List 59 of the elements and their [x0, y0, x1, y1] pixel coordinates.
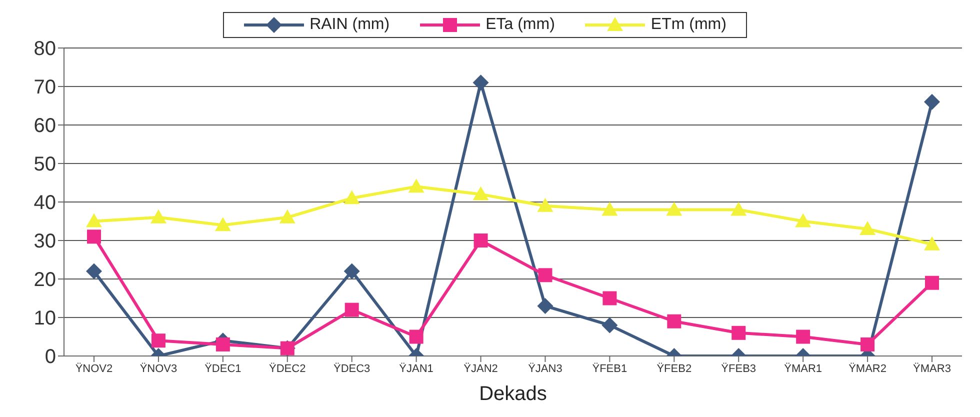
point	[537, 298, 554, 314]
x-tick-label: ŸMAR1	[784, 362, 822, 375]
point	[602, 202, 618, 216]
x-tick-label: ŸFEB3	[721, 362, 756, 375]
point	[925, 276, 939, 290]
point	[344, 263, 360, 280]
point	[860, 337, 875, 352]
point	[730, 202, 747, 216]
point	[87, 230, 101, 244]
point	[408, 178, 424, 193]
point	[216, 337, 230, 352]
y-tick-label: 20	[34, 269, 56, 292]
y-tick-label: 30	[34, 230, 56, 253]
y-tick-label: 0	[44, 346, 56, 368]
point	[537, 198, 554, 212]
point	[538, 268, 552, 282]
point	[667, 314, 682, 328]
point	[666, 202, 682, 216]
y-tick-label: 50	[34, 154, 56, 176]
legend-label: ETa (mm)	[484, 16, 555, 34]
point	[86, 213, 102, 228]
y-tick-label: 60	[34, 115, 56, 138]
point	[472, 186, 489, 200]
x-tick-label: ŸNOV3	[140, 362, 178, 375]
point	[924, 94, 940, 110]
x-tick-label: ŸDEC3	[334, 362, 370, 375]
point	[474, 234, 488, 248]
point	[151, 334, 166, 348]
x-tick-label: ŸJAN1	[399, 362, 434, 375]
x-tick-label: ŸNOV2	[75, 362, 113, 375]
point	[602, 317, 618, 334]
point	[860, 220, 876, 235]
x-tick-label: ŸDEC1	[204, 362, 242, 375]
x-tick-label: ŸJAN2	[464, 362, 498, 375]
point	[150, 209, 166, 224]
point	[924, 236, 940, 250]
point	[344, 302, 359, 317]
x-tick-label: ŸMAR2	[848, 362, 886, 375]
x-tick-label: ŸFEB1	[592, 362, 628, 375]
point	[86, 263, 102, 280]
x-tick-label: ŸMAR3	[913, 362, 951, 375]
y-tick-label: 70	[34, 76, 56, 99]
point	[409, 330, 424, 344]
point	[214, 217, 231, 232]
x-tick-label: ŸFEB2	[656, 362, 692, 375]
y-tick-label: 80	[34, 38, 56, 60]
point	[796, 330, 810, 344]
y-tick-label: 10	[34, 308, 56, 330]
point	[732, 326, 746, 340]
y-tick-label: 40	[34, 192, 56, 214]
point	[602, 291, 617, 306]
point	[344, 190, 360, 204]
x-tick-label: ŸJAN3	[528, 362, 562, 375]
point	[279, 209, 296, 224]
legend-label: RAIN (mm)	[308, 16, 390, 34]
x-axis-title: Dekads	[479, 383, 547, 405]
x-tick-label: ŸDEC2	[269, 362, 306, 375]
point	[795, 213, 812, 228]
legend-label: ETm (mm)	[650, 16, 726, 34]
